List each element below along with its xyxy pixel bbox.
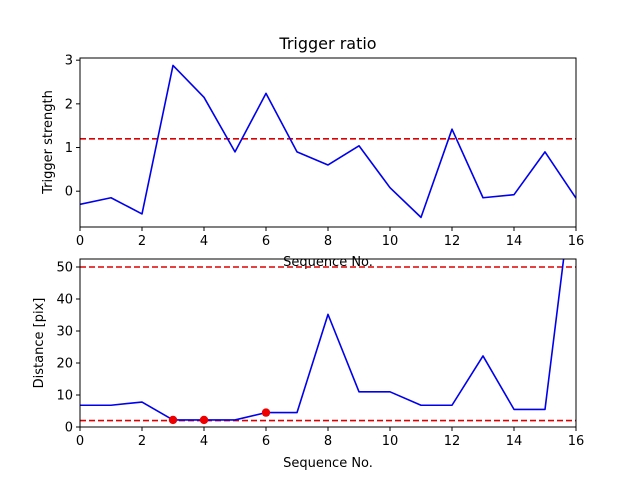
x-axis-label: Sequence No. bbox=[283, 456, 373, 471]
x-tick-label: 14 bbox=[506, 234, 523, 249]
plot-area bbox=[80, 64, 576, 219]
plot-area bbox=[80, 259, 576, 425]
x-tick-label: 6 bbox=[262, 234, 270, 249]
x-tick-label: 4 bbox=[200, 434, 208, 449]
y-tick-label: 50 bbox=[56, 261, 73, 276]
x-tick-label: 14 bbox=[506, 434, 523, 449]
x-tick-label: 2 bbox=[138, 234, 146, 249]
x-tick-label: 6 bbox=[262, 434, 270, 449]
x-tick-label: 2 bbox=[138, 434, 146, 449]
y-axis-label: Trigger strength bbox=[41, 90, 56, 195]
chart-title: Trigger ratio bbox=[278, 34, 376, 53]
data-point-marker bbox=[199, 415, 209, 425]
y-tick-label: 30 bbox=[56, 325, 73, 340]
x-tick-label: 0 bbox=[76, 434, 84, 449]
x-tick-label: 8 bbox=[324, 234, 332, 249]
y-tick-label: 0 bbox=[65, 185, 73, 200]
y-tick-label: 2 bbox=[65, 97, 73, 112]
series-line bbox=[80, 259, 565, 421]
distance-chart: Distance [pix] Sequence No. 0 2 4 6 8 10 12 14 1… bbox=[32, 258, 585, 471]
y-tick-label: 20 bbox=[56, 357, 73, 372]
x-tick-label: 4 bbox=[200, 234, 208, 249]
series-line bbox=[80, 64, 576, 219]
x-tick-label: 12 bbox=[444, 434, 461, 449]
y-tick-label: 3 bbox=[65, 54, 73, 69]
y-tick-label: 0 bbox=[65, 421, 73, 436]
x-tick-label: 8 bbox=[324, 434, 332, 449]
x-tick-label: 0 bbox=[76, 234, 84, 249]
y-tick-label: 40 bbox=[56, 293, 73, 308]
x-tick-label: 16 bbox=[568, 434, 585, 449]
x-tick-label: 16 bbox=[568, 234, 585, 249]
y-axis-label: Distance [pix] bbox=[32, 298, 47, 389]
x-tick-label: 10 bbox=[382, 434, 399, 449]
y-tick-label: 1 bbox=[65, 141, 73, 156]
data-point-marker bbox=[261, 408, 271, 417]
x-tick-label: 12 bbox=[444, 234, 461, 249]
x-tick-label: 10 bbox=[382, 234, 399, 249]
y-tick-label: 10 bbox=[56, 389, 73, 404]
data-point-marker bbox=[168, 415, 178, 425]
